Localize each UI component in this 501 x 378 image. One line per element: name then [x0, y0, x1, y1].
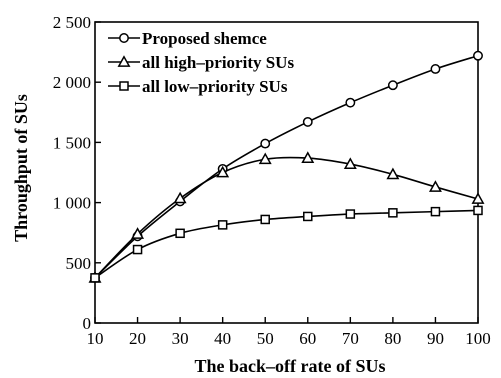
y-tick-label: 1 500 [53, 133, 91, 152]
legend-label: all low–priority SUs [142, 77, 288, 96]
data-point-square [175, 228, 185, 239]
series-line-triangle [94, 156, 479, 279]
series-line-square [94, 209, 479, 279]
data-point-circle [345, 97, 356, 108]
data-point-triangle [258, 152, 272, 165]
x-tick-label: 30 [172, 329, 189, 348]
legend-marker-circle [119, 33, 129, 43]
data-point-square [388, 208, 398, 218]
x-tick-label: 80 [384, 329, 401, 348]
x-tick-label: 50 [257, 329, 274, 348]
data-point-circle [302, 116, 313, 127]
x-tick-label: 40 [214, 329, 231, 348]
plot-frame [94, 21, 479, 324]
data-point-square [303, 211, 313, 222]
y-tick-label: 0 [83, 314, 92, 333]
data-point-triangle [471, 192, 485, 204]
x-tick-label: 20 [129, 329, 146, 348]
data-point-circle [387, 80, 398, 91]
x-tick-label: 70 [342, 329, 359, 348]
y-tick-label: 2 500 [53, 13, 91, 32]
data-point-triangle [216, 165, 230, 178]
data-point-square [473, 205, 483, 216]
legend-label: all high–priority SUs [142, 53, 294, 72]
data-point-square [345, 209, 356, 219]
data-point-triangle [343, 157, 357, 169]
legend-label: Proposed shemce [142, 29, 267, 48]
y-tick-label: 1 000 [53, 194, 91, 213]
data-point-square [260, 214, 270, 225]
data-point-square [430, 206, 441, 217]
data-point-square [132, 244, 143, 255]
data-point-circle [430, 64, 441, 74]
y-tick-label: 500 [66, 254, 92, 273]
data-point-triangle [173, 191, 187, 204]
x-tick-label: 100 [465, 329, 491, 348]
series-line-circle [94, 54, 479, 279]
data-point-circle [260, 138, 271, 149]
data-point-square [217, 220, 228, 230]
data-point-triangle [428, 180, 442, 192]
x-tick-label: 90 [427, 329, 444, 348]
x-tick-label: 10 [87, 329, 104, 348]
y-tick-label: 2 000 [53, 73, 91, 92]
data-point-triangle [386, 167, 400, 180]
x-axis-label: The back–off rate of SUs [195, 356, 386, 376]
data-point-triangle [301, 151, 315, 163]
y-axis-label: Throughput of SUs [11, 94, 31, 242]
data-point-square [90, 273, 100, 283]
data-point-triangle [131, 227, 145, 239]
legend-marker-square [119, 81, 129, 91]
data-point-circle [473, 50, 483, 61]
x-tick-label: 60 [299, 329, 316, 348]
legend-marker-triangle [117, 55, 131, 67]
